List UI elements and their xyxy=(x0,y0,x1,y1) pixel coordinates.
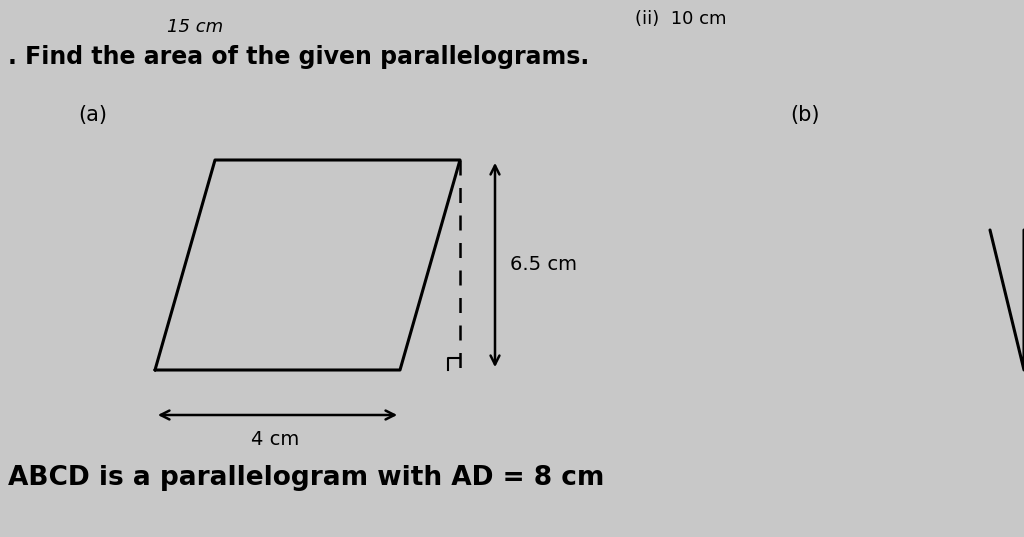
Text: (b): (b) xyxy=(790,105,819,125)
Text: (a): (a) xyxy=(78,105,106,125)
Text: ABCD is a parallelogram with AD = 8 cm: ABCD is a parallelogram with AD = 8 cm xyxy=(8,465,604,491)
Text: (ii)  10 cm: (ii) 10 cm xyxy=(635,10,726,28)
Text: . Find the area of the given parallelograms.: . Find the area of the given parallelogr… xyxy=(8,45,589,69)
Text: 15 cm: 15 cm xyxy=(167,18,223,36)
Text: 4 cm: 4 cm xyxy=(251,430,299,449)
Text: 6.5 cm: 6.5 cm xyxy=(510,256,577,274)
